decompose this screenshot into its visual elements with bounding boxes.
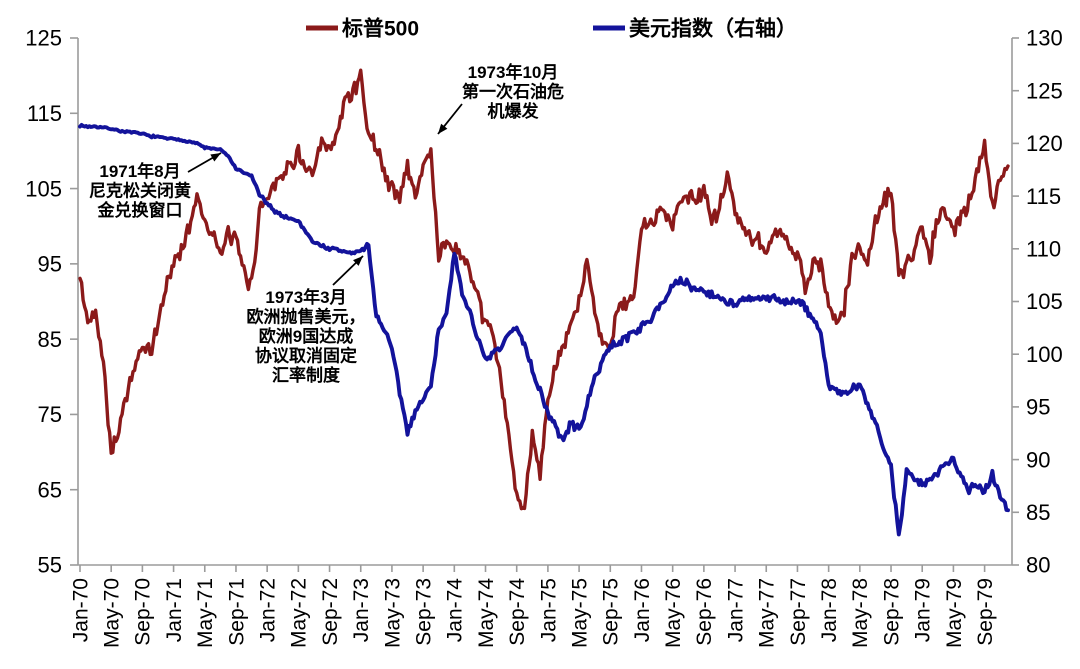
- x-axis-tick-label: May-77: [756, 578, 779, 648]
- x-axis-tick-label: Jan-71: [163, 578, 186, 642]
- x-axis-tick-label: May-72: [288, 578, 311, 648]
- legend-item-label: 美元指数（右轴）: [629, 16, 797, 40]
- x-axis-tick-label: Jan-74: [444, 578, 467, 643]
- left-axis-tick-label: 85: [38, 327, 62, 352]
- legend-item: 标普500: [306, 16, 419, 40]
- left-axis-tick-label: 105: [25, 176, 62, 201]
- x-axis-tick-label: May-73: [381, 578, 404, 648]
- annotation-text-line: 第一次石油危: [462, 82, 564, 102]
- x-axis-tick-label: Jan-79: [912, 578, 935, 642]
- right-axis-tick-label: 80: [1026, 553, 1050, 578]
- right-axis-tick-label: 105: [1026, 289, 1063, 314]
- legend: 标普500 美元指数（右轴）: [306, 16, 797, 40]
- right-axis-tick-label: 110: [1026, 237, 1061, 262]
- left-axis-tick-label: 125: [25, 26, 62, 51]
- right-axis-tick-label: 120: [1026, 131, 1063, 156]
- x-axis-tick-label: Sep-71: [225, 578, 248, 646]
- x-axis-tick-label: Jan-72: [257, 578, 280, 642]
- x-axis-tick-label: May-78: [849, 578, 872, 648]
- left-axis-tick-label: 55: [38, 553, 62, 578]
- right-axis-tick-label: 95: [1026, 395, 1050, 420]
- annotation-arrowhead: [438, 123, 448, 134]
- annotation-arrowhead: [210, 153, 221, 162]
- x-axis-tick-label: Jan-76: [631, 578, 654, 642]
- annotation-text-line: 1971年8月: [99, 161, 180, 181]
- x-axis-tick-label: Jan-78: [818, 578, 841, 642]
- annotation-text-line: 1973年10月: [468, 62, 559, 82]
- legend-item: 美元指数（右轴）: [593, 16, 797, 40]
- annotation-arrowhead: [353, 256, 363, 266]
- left-axis-tick-label: 95: [38, 252, 62, 277]
- axes: 55 65 75 85 95 105 115 125 80 85 90 95 100 105 110 115 1…: [25, 26, 1062, 648]
- annotation-text-line: 尼克松关闭黄: [89, 181, 191, 201]
- x-axis-tick-label: Jan-73: [350, 578, 373, 642]
- annotation-text-line: 机爆发: [488, 101, 540, 121]
- x-axis-tick-label: Sep-72: [319, 578, 342, 646]
- x-axis-tick-label: May-79: [943, 578, 966, 648]
- annotation-text-line: 协议取消固定: [255, 346, 357, 366]
- x-axis-tick-label: Sep-76: [693, 578, 716, 646]
- x-axis-tick-label: May-74: [475, 578, 498, 648]
- x-axis-tick-label: Jan-75: [537, 578, 560, 642]
- x-axis-tick-label: Sep-78: [880, 578, 903, 646]
- x-axis-tick-label: Sep-77: [787, 578, 810, 646]
- x-axis-tick-label: May-75: [568, 578, 591, 648]
- x-axis-tick-label: Sep-74: [506, 578, 529, 646]
- annotation-text-line: 欧洲9国达成: [259, 326, 353, 346]
- usd-index-line: [78, 122, 1010, 537]
- right-axis-tick-label: 125: [1026, 78, 1063, 103]
- annotation-text-line: 欧洲抛售美元，: [247, 307, 366, 327]
- x-axis-tick-label: Jan-77: [724, 578, 747, 642]
- x-axis-tick-label: Jan-70: [69, 578, 92, 642]
- x-axis-tick-label: Sep-73: [412, 578, 435, 646]
- right-axis-tick-label: 100: [1026, 342, 1063, 367]
- sp500-line: [78, 68, 1010, 511]
- annotation-text-line: 1973年3月: [265, 287, 346, 307]
- right-axis-tick-label: 90: [1026, 447, 1050, 472]
- left-axis-tick-label: 75: [38, 402, 62, 427]
- x-axis-tick-label: Sep-70: [132, 578, 155, 646]
- annotation-text-line: 汇率制度: [272, 365, 341, 385]
- right-axis-tick-label: 85: [1026, 500, 1050, 525]
- x-axis-tick-label: Sep-79: [974, 578, 997, 646]
- right-axis-tick-label: 115: [1026, 184, 1061, 209]
- x-axis-tick-label: May-76: [662, 578, 685, 648]
- legend-item-label: 标普500: [342, 16, 419, 40]
- annotation-text-line: 金兑换窗口: [97, 200, 183, 220]
- x-axis-tick-label: May-70: [101, 578, 124, 648]
- x-axis-tick-label: May-71: [194, 578, 217, 648]
- series: [78, 68, 1010, 537]
- x-axis-tick-label: Sep-75: [600, 578, 623, 646]
- left-axis-tick-label: 115: [27, 101, 62, 126]
- left-axis-tick-label: 65: [38, 477, 62, 502]
- right-axis-tick-label: 130: [1026, 26, 1063, 51]
